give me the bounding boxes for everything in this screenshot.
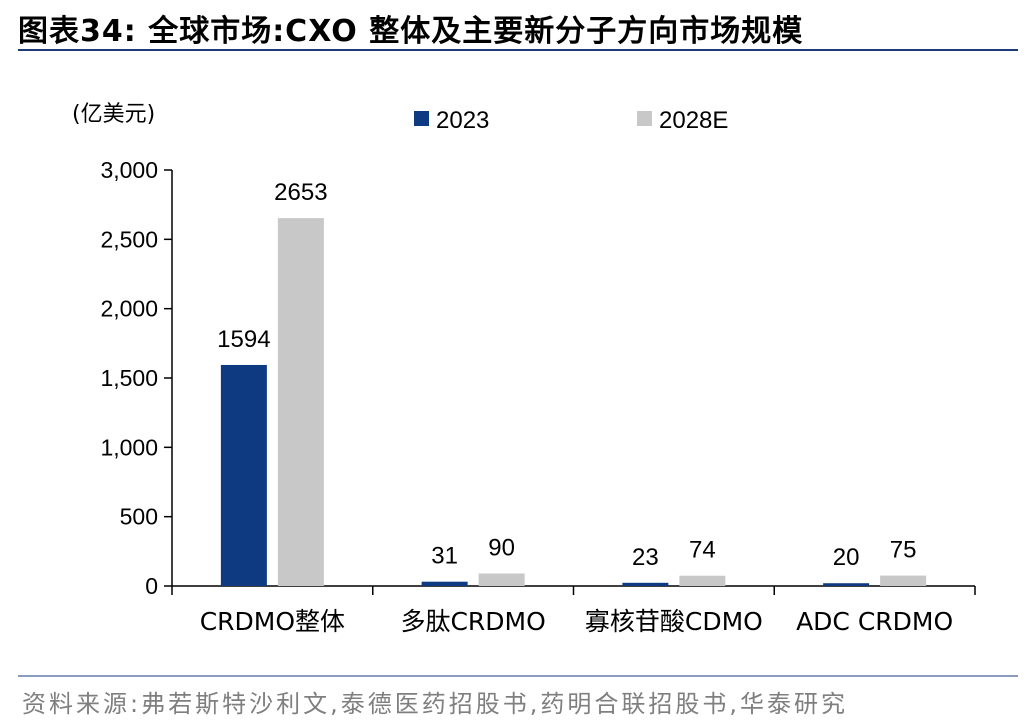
title-divider — [18, 49, 1018, 51]
data-label: 1594 — [217, 326, 270, 353]
x-category-label: CRDMO整体 — [200, 607, 345, 636]
data-label: 75 — [890, 537, 917, 564]
data-label: 2653 — [274, 179, 327, 206]
data-label: 31 — [431, 543, 458, 570]
bar — [220, 364, 267, 586]
bar — [679, 575, 726, 586]
y-tick-label: 1,000 — [100, 434, 158, 460]
footer-divider — [18, 675, 1018, 677]
y-tick-label: 3,000 — [100, 157, 158, 183]
y-tick-label: 1,500 — [100, 365, 158, 391]
data-label: 74 — [689, 537, 716, 564]
legend-swatch — [414, 111, 429, 126]
bar — [478, 573, 525, 586]
x-category-label: 寡核苷酸CDMO — [585, 607, 763, 636]
data-label: 90 — [488, 535, 515, 562]
y-axis-unit-label: (亿美元) — [72, 102, 155, 127]
bar — [421, 581, 468, 586]
bar — [622, 582, 669, 586]
x-category-label: ADC CRDMO — [796, 607, 953, 636]
legend-swatch — [637, 111, 652, 126]
data-label: 20 — [833, 544, 860, 571]
data-label: 23 — [632, 544, 659, 571]
bar-chart: (亿美元) 2023 2028E05001,0001,5002,0002,5003,… — [72, 102, 976, 636]
y-tick-label: 0 — [145, 573, 158, 599]
bar — [277, 218, 324, 586]
legend-label: 2028E — [659, 107, 728, 134]
bar — [880, 575, 927, 586]
legend-label: 2023 — [436, 107, 489, 134]
y-tick-label: 2,000 — [100, 296, 158, 322]
y-tick-label: 500 — [120, 504, 158, 530]
chart-title: 图表34: 全球市场:CXO 整体及主要新分子方向市场规模 — [18, 14, 804, 49]
y-tick-label: 2,500 — [100, 226, 158, 252]
x-category-label: 多肽CRDMO — [400, 607, 545, 636]
bar — [823, 583, 870, 586]
source-note: 资料来源:弗若斯特沙利文,泰德医药招股书,药明合联招股书,华泰研究 — [22, 690, 848, 718]
